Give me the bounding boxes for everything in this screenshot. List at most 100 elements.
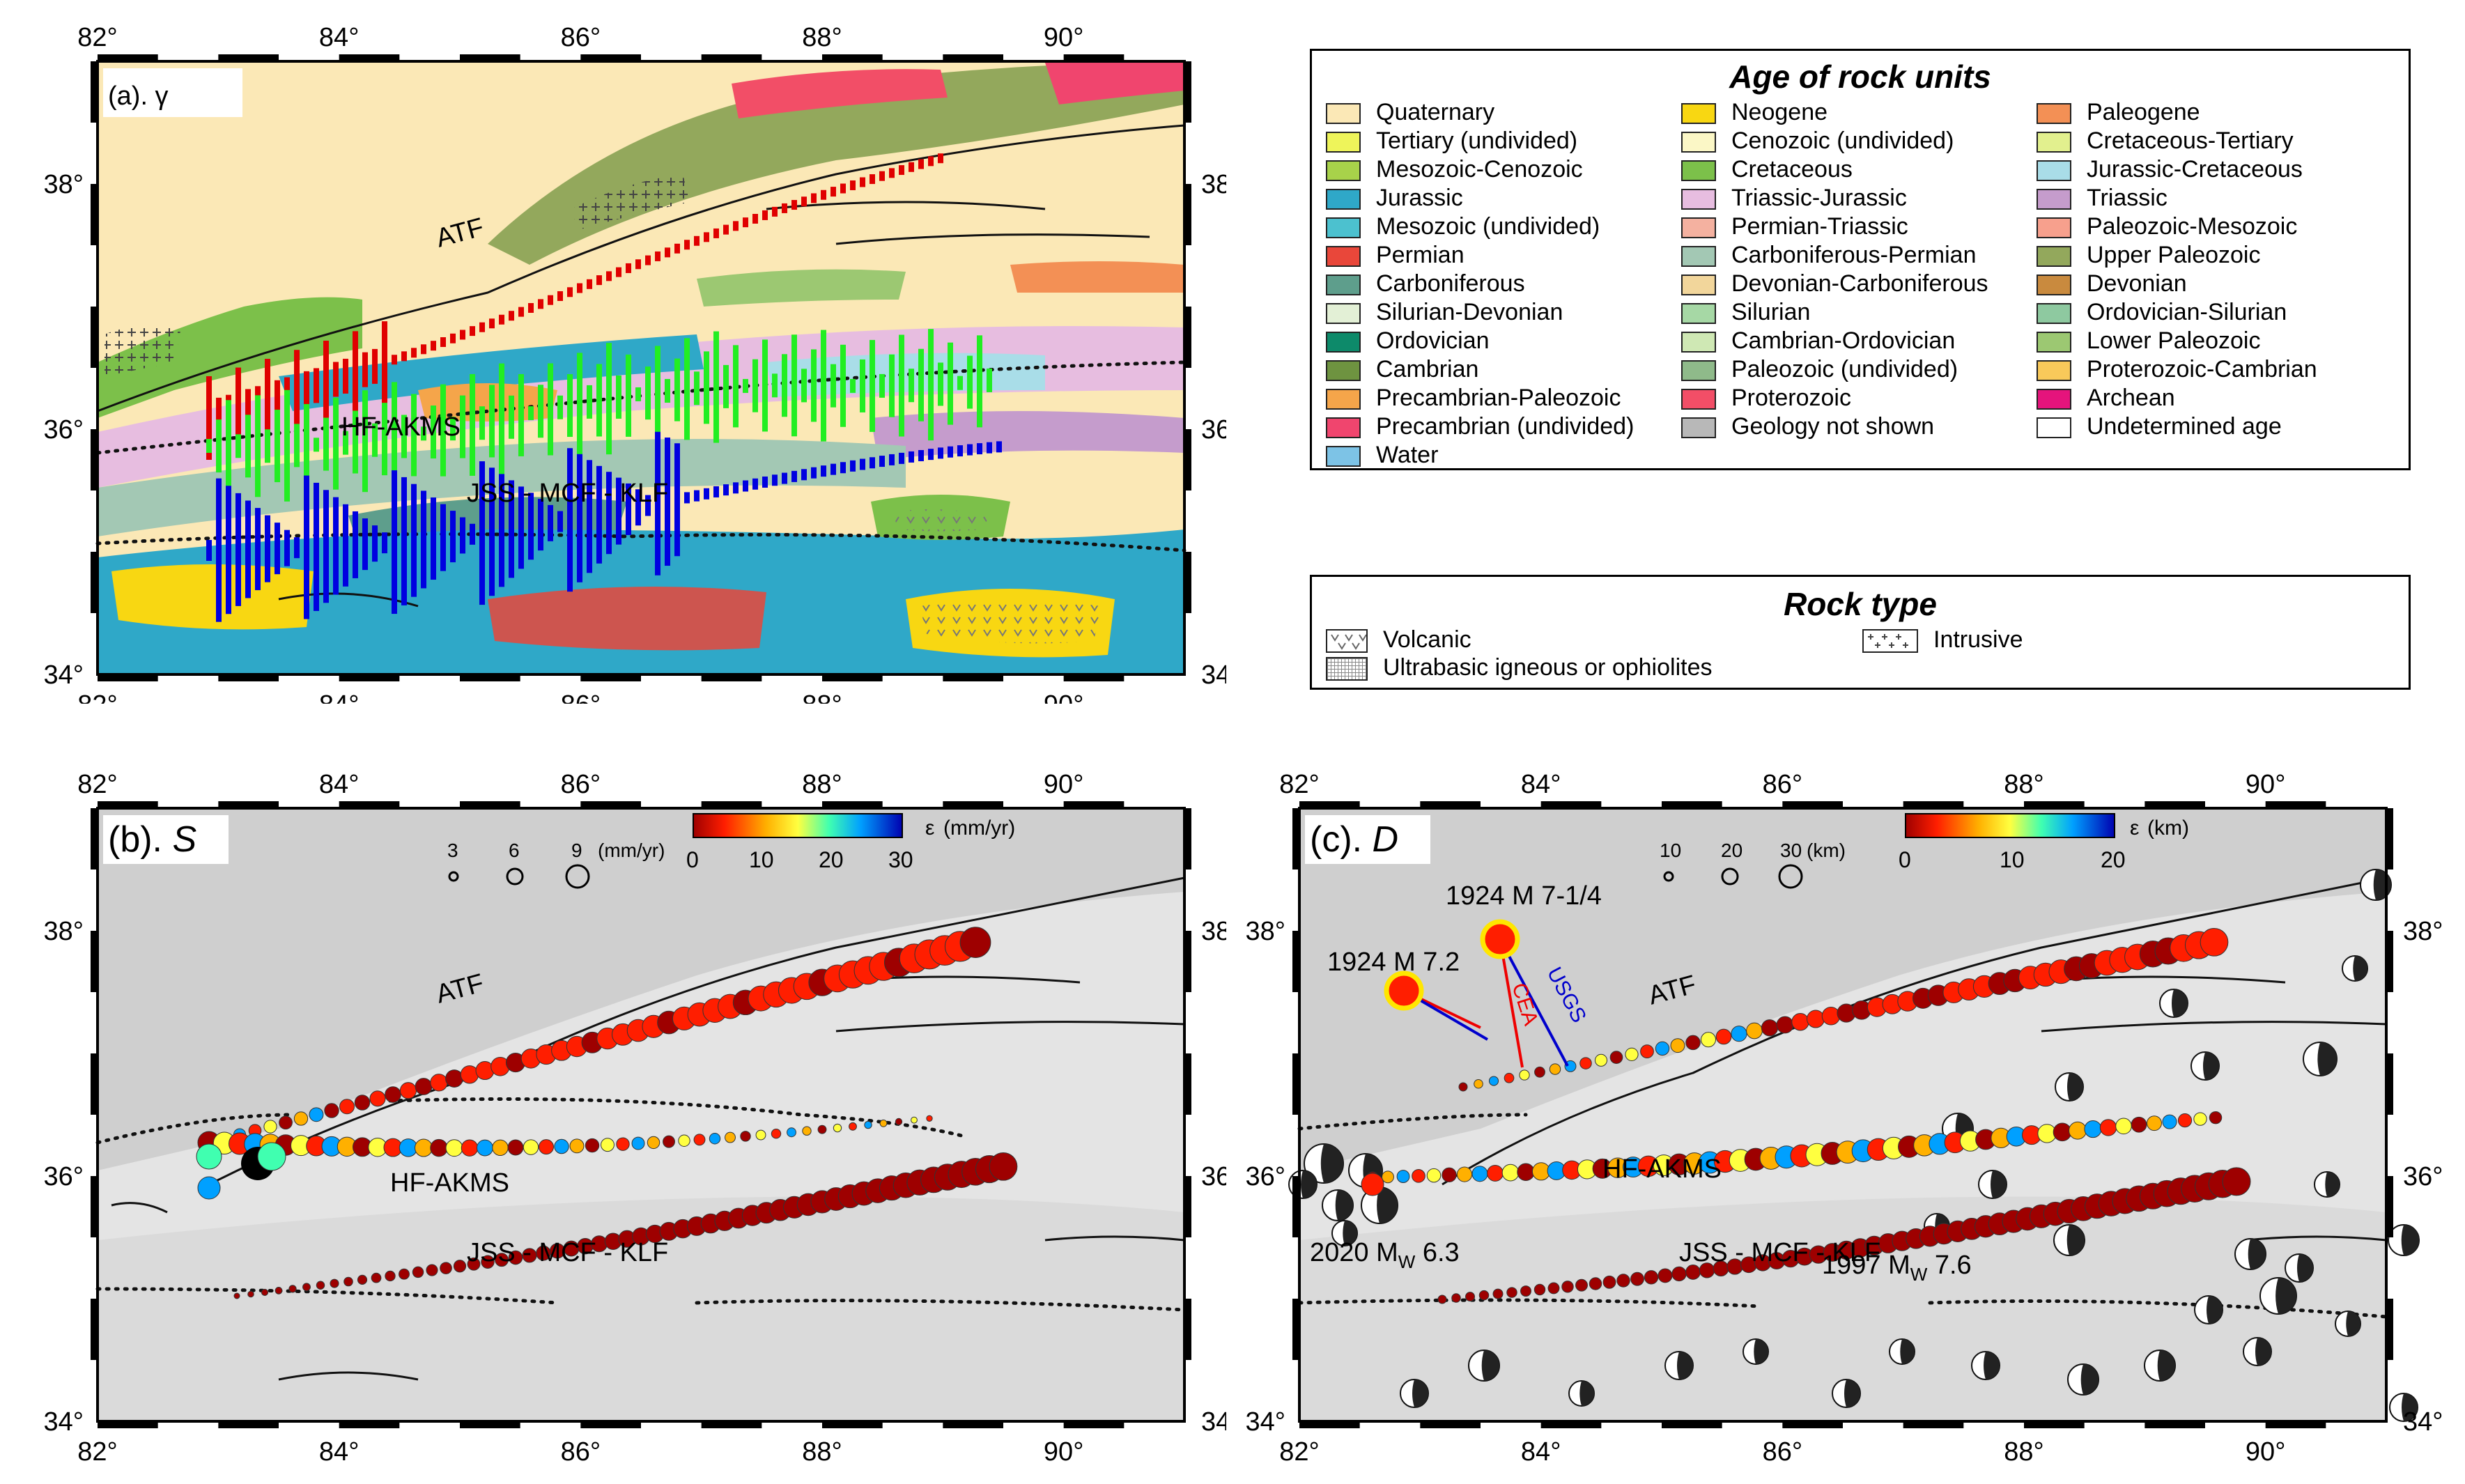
age-item: Devonian-Carboniferous (1681, 270, 1988, 297)
age-item: Lower Paleozoic (2037, 327, 2260, 355)
color-swatch (1326, 160, 1361, 182)
lat-tick-label: 34° (2403, 1407, 2443, 1437)
color-swatch (2037, 303, 2071, 325)
age-item: Mesozoic (undivided) (1326, 212, 1600, 240)
lon-tick-label: 84° (1521, 1437, 1561, 1467)
fault-lines (95, 876, 1187, 1381)
size-scale: 3 6 9 (mm/yr) (447, 840, 665, 889)
lon-tick-label: 84° (319, 23, 359, 52)
svg-text:(km): (km) (1807, 840, 1846, 861)
lon-tick-label: 88° (802, 690, 842, 704)
age-item: Cambrian-Ordovician (1681, 327, 1955, 355)
color-swatch (1326, 446, 1361, 467)
lon-tick-label: 82° (77, 23, 117, 52)
color-swatch (2037, 189, 2071, 210)
lon-tick-label: 88° (802, 770, 842, 799)
lat-tick-label: 36° (44, 1162, 84, 1191)
age-item: Paleozoic (undivided) (1681, 355, 1958, 383)
size-scale: 10 20 30 (km) (1660, 840, 1846, 889)
color-swatch (1681, 417, 1716, 439)
color-swatch (1326, 360, 1361, 382)
age-item: Permian (1326, 241, 1465, 269)
age-item: Cenozoic (undivided) (1681, 127, 1954, 155)
color-swatch (1681, 103, 1716, 125)
color-swatch (1326, 246, 1361, 268)
event-1924-m7-quarter (1480, 919, 1520, 959)
color-swatch (1681, 275, 1716, 296)
lat-tick-label: 36° (2403, 1162, 2443, 1191)
age-item: Carboniferous-Permian (1681, 241, 1977, 269)
rock-item-ultrabasic: Ultrabasic igneous or ophiolites (1326, 654, 1712, 681)
panel-c-label: (c). D (1310, 819, 1398, 860)
lat-tick-label: 34° (1246, 1407, 1285, 1437)
svg-text:10: 10 (749, 847, 774, 872)
age-item: Water (1326, 441, 1438, 469)
color-swatch (1326, 132, 1361, 153)
svg-text:6: 6 (509, 840, 520, 861)
age-item: Triassic-Jurassic (1681, 184, 1907, 212)
color-swatch (1326, 389, 1361, 410)
lon-tick-label: 84° (1521, 770, 1561, 799)
svg-text:1924 M 7.2: 1924 M 7.2 (1327, 948, 1460, 977)
panel-b-label: (b). S (108, 819, 196, 860)
age-item: Triassic (2037, 184, 2168, 212)
age-item: Jurassic (1326, 184, 1463, 212)
age-legend-title: Age of rock units (1729, 59, 1991, 95)
color-swatch (1681, 217, 1716, 239)
lat-tick-label: 34° (44, 660, 84, 690)
lat-tick-label: 38° (44, 917, 84, 946)
color-swatch (1326, 303, 1361, 325)
color-swatch (2037, 103, 2071, 125)
event-label-1997: 1997 MW 7.6 (1822, 1251, 1972, 1285)
lon-tick-label: 90° (1044, 690, 1083, 704)
colorbar: ε (km) 0 10 20 (1899, 813, 2189, 872)
lon-tick-label: 90° (1044, 770, 1083, 799)
age-item: Cambrian (1326, 355, 1478, 383)
svg-text:(mm/yr): (mm/yr) (943, 817, 1015, 840)
lon-tick-label: 88° (802, 1437, 842, 1467)
colorbar: ε (mm/yr) 0 10 20 30 (686, 813, 1015, 872)
age-item: Tertiary (undivided) (1326, 127, 1577, 155)
color-swatch (1326, 189, 1361, 210)
lon-tick-label: 88° (2004, 1437, 2043, 1467)
color-swatch (1326, 103, 1361, 125)
lon-tick-label: 90° (1044, 1437, 1083, 1467)
age-item: Ordovician (1326, 327, 1490, 355)
ultrabasic-pattern-icon (1326, 657, 1368, 681)
color-swatch (2037, 275, 2071, 296)
color-swatch (2037, 217, 2071, 239)
svg-text:ε: ε (925, 817, 934, 840)
lon-tick-label: 82° (77, 1437, 117, 1467)
svg-text:30: 30 (888, 847, 913, 872)
fault-lines (1297, 876, 2388, 1319)
color-swatch (1681, 303, 1716, 325)
age-item: Proterozoic-Cambrian (2037, 355, 2317, 383)
svg-text:20: 20 (819, 847, 844, 872)
lon-tick-label: 86° (561, 690, 601, 704)
age-item: Devonian (2037, 270, 2187, 297)
age-item: Paleozoic-Mesozoic (2037, 212, 2297, 240)
svg-text:(mm/yr): (mm/yr) (598, 840, 665, 861)
lon-tick-label: 86° (1763, 1437, 1802, 1467)
age-item: Jurassic-Cretaceous (2037, 155, 2303, 183)
lon-tick-label: 88° (2004, 770, 2043, 799)
fault-label-hf: HF-AKMS (390, 1168, 509, 1198)
age-item: Cretaceous (1681, 155, 1853, 183)
rock-legend-title: Rock type (1784, 586, 1937, 622)
age-item: Archean (2037, 384, 2175, 412)
lon-tick-label: 86° (1763, 770, 1802, 799)
volcanic-pattern-icon (1326, 629, 1368, 654)
lat-tick-label: 36° (1201, 415, 1226, 445)
age-item: Mesozoic-Cenozoic (1326, 155, 1583, 183)
svg-text:3: 3 (447, 840, 458, 861)
age-item: Paleogene (2037, 98, 2200, 126)
rock-item-volcanic: Volcanic (1326, 626, 1471, 654)
lon-tick-label: 82° (1279, 1437, 1319, 1467)
lat-tick-label: 34° (44, 1407, 84, 1437)
age-item: Quaternary (1326, 98, 1494, 126)
svg-text:20: 20 (1721, 840, 1742, 861)
lat-tick-label: 36° (1201, 1162, 1226, 1191)
fault-label-hf: HF-AKMS (341, 412, 461, 442)
lon-tick-label: 86° (561, 23, 601, 52)
svg-text:30: 30 (1780, 840, 1802, 861)
